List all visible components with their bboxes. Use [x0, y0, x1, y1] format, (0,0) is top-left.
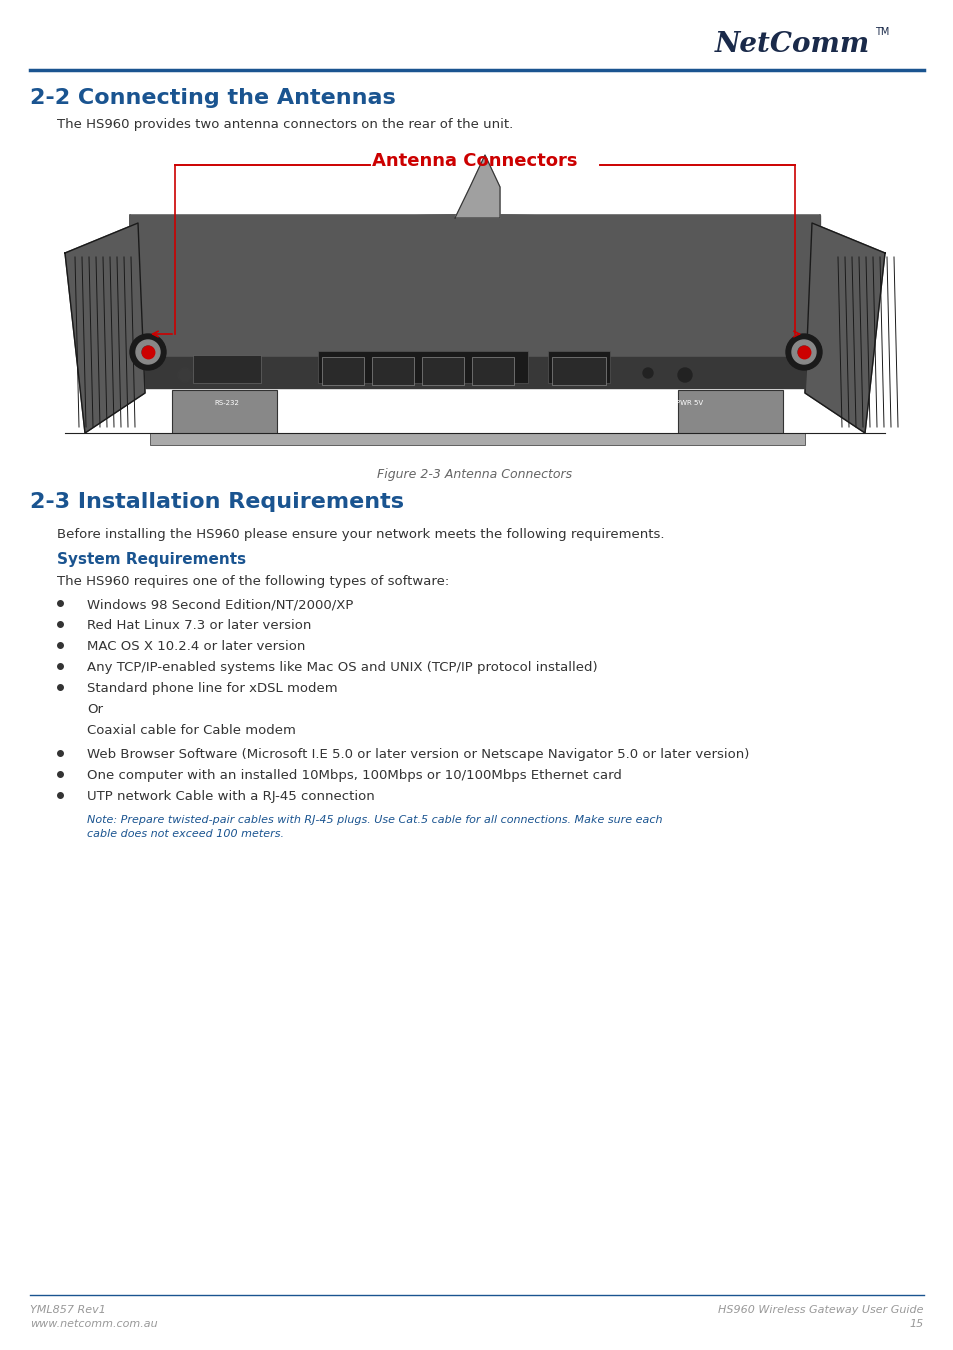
Text: Before installing the HS960 please ensure your network meets the following requi: Before installing the HS960 please ensur… — [57, 528, 664, 541]
Circle shape — [130, 333, 166, 370]
Bar — [547, 351, 609, 383]
Text: MAC OS X 10.2.4 or later version: MAC OS X 10.2.4 or later version — [87, 640, 305, 653]
Bar — [322, 356, 364, 385]
Polygon shape — [145, 356, 804, 387]
Bar — [193, 355, 261, 383]
Circle shape — [642, 369, 652, 378]
Polygon shape — [130, 215, 820, 385]
Circle shape — [678, 369, 691, 382]
Bar — [678, 390, 782, 441]
Text: 2-2 Connecting the Antennas: 2-2 Connecting the Antennas — [30, 88, 395, 108]
Circle shape — [136, 340, 160, 364]
Text: WAN: WAN — [568, 400, 584, 406]
Polygon shape — [130, 215, 820, 261]
Bar — [80, 140, 869, 455]
Text: Web Browser Software (Microsoft I.E 5.0 or later version or Netscape Navigator 5: Web Browser Software (Microsoft I.E 5.0 … — [87, 748, 749, 761]
Circle shape — [142, 346, 153, 358]
Bar — [317, 351, 527, 383]
Text: PWR 5V: PWR 5V — [676, 400, 702, 406]
Circle shape — [145, 350, 151, 355]
Text: RST: RST — [640, 400, 654, 406]
Text: The HS960 provides two antenna connectors on the rear of the unit.: The HS960 provides two antenna connector… — [57, 117, 513, 131]
Text: System Requirements: System Requirements — [57, 552, 246, 567]
Text: LAN-2: LAN-2 — [382, 400, 403, 406]
Text: RS-232: RS-232 — [214, 400, 239, 406]
Text: Windows 98 Second Edition/NT/2000/XP: Windows 98 Second Edition/NT/2000/XP — [87, 598, 353, 612]
Text: TM: TM — [874, 27, 888, 36]
Text: Note: Prepare twisted-pair cables with RJ-45 plugs. Use Cat.5 cable for all conn: Note: Prepare twisted-pair cables with R… — [87, 815, 661, 825]
Bar — [472, 356, 514, 385]
Text: Figure 2-3 Antenna Connectors: Figure 2-3 Antenna Connectors — [377, 468, 572, 481]
Text: LAN-4: LAN-4 — [482, 400, 503, 406]
Circle shape — [797, 346, 809, 358]
Text: POE: POE — [570, 412, 583, 418]
Text: Standard phone line for xDSL modem: Standard phone line for xDSL modem — [87, 682, 337, 695]
Bar — [421, 356, 463, 385]
Text: Coaxial cable for Cable modem: Coaxial cable for Cable modem — [87, 724, 295, 737]
Bar — [150, 433, 804, 446]
Polygon shape — [65, 223, 145, 433]
Text: NetComm: NetComm — [714, 31, 869, 58]
Polygon shape — [130, 215, 820, 385]
Text: 15: 15 — [909, 1319, 923, 1328]
Text: YML857 Rev1: YML857 Rev1 — [30, 1305, 106, 1315]
Text: Any TCP/IP-enabled systems like Mac OS and UNIX (TCP/IP protocol installed): Any TCP/IP-enabled systems like Mac OS a… — [87, 662, 597, 674]
Bar — [552, 356, 605, 385]
Circle shape — [178, 369, 192, 382]
Text: www.netcomm.com.au: www.netcomm.com.au — [30, 1319, 157, 1328]
Text: HS960 Wireless Gateway User Guide: HS960 Wireless Gateway User Guide — [718, 1305, 923, 1315]
Text: LAN-3: LAN-3 — [432, 400, 453, 406]
Polygon shape — [455, 155, 499, 217]
Text: Antenna Connectors: Antenna Connectors — [372, 153, 578, 170]
Circle shape — [791, 340, 815, 364]
Circle shape — [801, 350, 806, 355]
Text: LAN-1: LAN-1 — [333, 400, 354, 406]
Bar — [372, 356, 414, 385]
Circle shape — [785, 333, 821, 370]
Text: Red Hat Linux 7.3 or later version: Red Hat Linux 7.3 or later version — [87, 620, 311, 632]
Text: UTP network Cable with a RJ-45 connection: UTP network Cable with a RJ-45 connectio… — [87, 790, 375, 803]
Text: 2-3 Installation Requirements: 2-3 Installation Requirements — [30, 491, 403, 512]
Text: The HS960 requires one of the following types of software:: The HS960 requires one of the following … — [57, 575, 449, 589]
Bar — [172, 390, 276, 441]
Text: Or: Or — [87, 703, 103, 716]
Text: One computer with an installed 10Mbps, 100Mbps or 10/100Mbps Ethernet card: One computer with an installed 10Mbps, 1… — [87, 769, 621, 782]
Text: cable does not exceed 100 meters.: cable does not exceed 100 meters. — [87, 829, 284, 838]
Polygon shape — [804, 223, 884, 433]
